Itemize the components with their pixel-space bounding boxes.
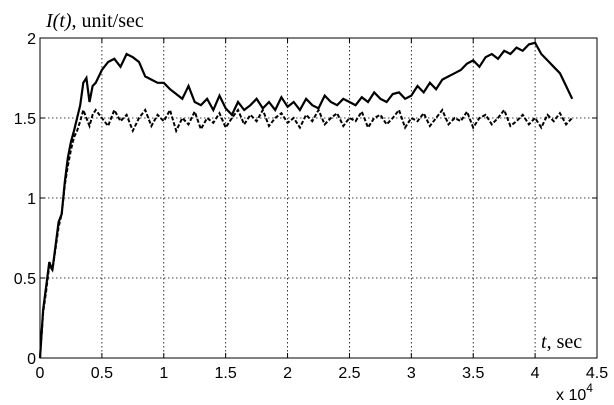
grid [40,38,597,358]
y-tick-label: 1 [27,191,36,208]
x-tick-label: 1 [159,365,168,382]
series-line-dashed [39,106,573,359]
series-line-solid [38,41,574,359]
x-tick-label: 2 [283,365,292,382]
y-tick-label: 1.5 [14,111,36,128]
x-tick-label: 0.5 [91,365,113,382]
x-tick-label: 3.5 [462,365,484,382]
y-tick-label: 2 [27,31,36,48]
x-axis-label: t, sec [541,331,582,353]
y-tick-label: 0.5 [14,271,36,288]
x-tick-label: 3 [407,365,416,382]
x-tick-label: 2.5 [338,365,360,382]
series-group [38,41,574,359]
x-tick-label: 4 [531,365,540,382]
y-tick-label: 0 [27,351,36,368]
tick-labels: 0 0.5 1 1.5 2 2.5 3 3.5 4 4.5 0 0.5 1 1.5 2 [14,31,608,382]
x-tick-label: 1.5 [215,365,237,382]
x-tick-label: 4.5 [586,365,608,382]
ticks [39,37,598,359]
x-tick-label: 0 [36,365,45,382]
x-axis-multiplier: x 104 [556,381,593,404]
y-axis-label: I(t), unit/sec [45,10,144,32]
